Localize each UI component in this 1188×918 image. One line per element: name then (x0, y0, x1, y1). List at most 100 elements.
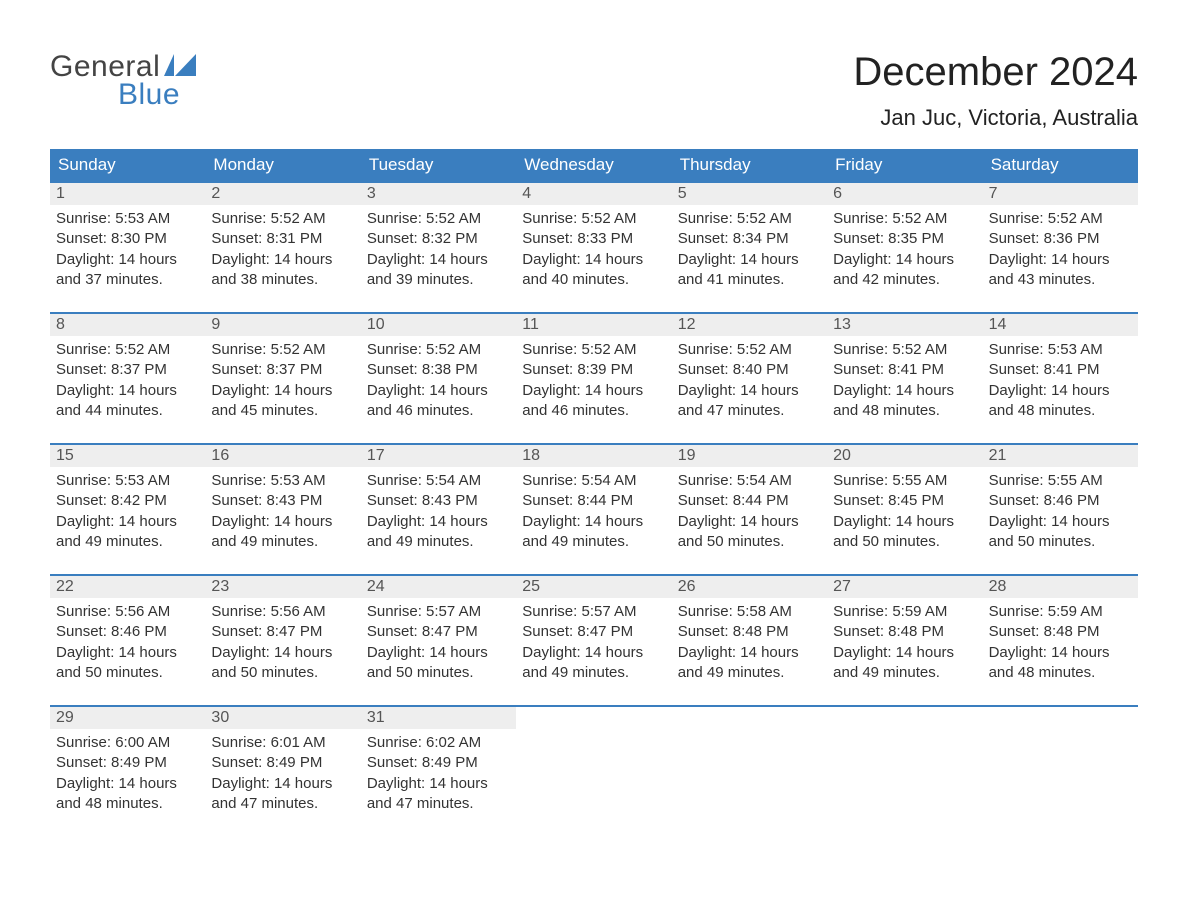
sunset-line: Sunset: 8:32 PM (367, 229, 510, 249)
sunset-line: Sunset: 8:39 PM (522, 360, 665, 380)
sunrise-line: Sunrise: 5:52 AM (522, 340, 665, 360)
day-body: Sunrise: 5:56 AMSunset: 8:47 PMDaylight:… (205, 598, 360, 683)
sunset-line: Sunset: 8:46 PM (56, 622, 199, 642)
sunset-line: Sunset: 8:49 PM (211, 753, 354, 773)
calendar-week-row: 22Sunrise: 5:56 AMSunset: 8:46 PMDayligh… (50, 574, 1138, 683)
daylight-line: Daylight: 14 hours and 50 minutes. (833, 512, 976, 553)
weekday-header-row: SundayMondayTuesdayWednesdayThursdayFrid… (50, 149, 1138, 181)
sunrise-line: Sunrise: 5:56 AM (211, 602, 354, 622)
daylight-line: Daylight: 14 hours and 43 minutes. (989, 250, 1132, 291)
calendar-day-cell: 31Sunrise: 6:02 AMSunset: 8:49 PMDayligh… (361, 707, 516, 814)
sunrise-line: Sunrise: 5:53 AM (56, 471, 199, 491)
calendar-day-cell: 8Sunrise: 5:52 AMSunset: 8:37 PMDaylight… (50, 314, 205, 421)
day-number: 30 (205, 707, 360, 729)
sunrise-line: Sunrise: 6:00 AM (56, 733, 199, 753)
day-body: Sunrise: 5:53 AMSunset: 8:30 PMDaylight:… (50, 205, 205, 290)
sunrise-line: Sunrise: 5:53 AM (56, 209, 199, 229)
sunset-line: Sunset: 8:35 PM (833, 229, 976, 249)
day-body: Sunrise: 6:01 AMSunset: 8:49 PMDaylight:… (205, 729, 360, 814)
day-body: Sunrise: 5:53 AMSunset: 8:43 PMDaylight:… (205, 467, 360, 552)
sunset-line: Sunset: 8:48 PM (833, 622, 976, 642)
daylight-line: Daylight: 14 hours and 46 minutes. (522, 381, 665, 422)
day-number: 22 (50, 576, 205, 598)
sunrise-line: Sunrise: 5:52 AM (833, 209, 976, 229)
title-block: December 2024 Jan Juc, Victoria, Austral… (853, 50, 1138, 131)
sunrise-line: Sunrise: 5:57 AM (367, 602, 510, 622)
calendar-day-cell: 11Sunrise: 5:52 AMSunset: 8:39 PMDayligh… (516, 314, 671, 421)
daylight-line: Daylight: 14 hours and 37 minutes. (56, 250, 199, 291)
day-body: Sunrise: 5:52 AMSunset: 8:36 PMDaylight:… (983, 205, 1138, 290)
calendar-day-cell: 18Sunrise: 5:54 AMSunset: 8:44 PMDayligh… (516, 445, 671, 552)
day-number: 15 (50, 445, 205, 467)
calendar-weeks: 1Sunrise: 5:53 AMSunset: 8:30 PMDaylight… (50, 181, 1138, 814)
sunset-line: Sunset: 8:42 PM (56, 491, 199, 511)
sunrise-line: Sunrise: 5:52 AM (367, 340, 510, 360)
day-body: Sunrise: 5:55 AMSunset: 8:46 PMDaylight:… (983, 467, 1138, 552)
day-body: Sunrise: 5:54 AMSunset: 8:44 PMDaylight:… (516, 467, 671, 552)
day-number: 10 (361, 314, 516, 336)
daylight-line: Daylight: 14 hours and 49 minutes. (56, 512, 199, 553)
day-body: Sunrise: 5:52 AMSunset: 8:32 PMDaylight:… (361, 205, 516, 290)
day-number: 20 (827, 445, 982, 467)
sunset-line: Sunset: 8:30 PM (56, 229, 199, 249)
day-body: Sunrise: 5:53 AMSunset: 8:42 PMDaylight:… (50, 467, 205, 552)
day-body: Sunrise: 5:52 AMSunset: 8:39 PMDaylight:… (516, 336, 671, 421)
daylight-line: Daylight: 14 hours and 39 minutes. (367, 250, 510, 291)
sunrise-line: Sunrise: 5:52 AM (211, 209, 354, 229)
weekday-header: Thursday (672, 149, 827, 181)
sunset-line: Sunset: 8:48 PM (678, 622, 821, 642)
daylight-line: Daylight: 14 hours and 42 minutes. (833, 250, 976, 291)
sunrise-line: Sunrise: 5:57 AM (522, 602, 665, 622)
sunrise-line: Sunrise: 5:55 AM (989, 471, 1132, 491)
day-number: 24 (361, 576, 516, 598)
day-body: Sunrise: 5:52 AMSunset: 8:41 PMDaylight:… (827, 336, 982, 421)
sunrise-line: Sunrise: 5:52 AM (211, 340, 354, 360)
calendar-day-cell: 25Sunrise: 5:57 AMSunset: 8:47 PMDayligh… (516, 576, 671, 683)
day-number: 2 (205, 183, 360, 205)
sunrise-line: Sunrise: 5:53 AM (989, 340, 1132, 360)
day-number: 25 (516, 576, 671, 598)
sunset-line: Sunset: 8:44 PM (678, 491, 821, 511)
calendar-day-cell (983, 707, 1138, 814)
day-number: 12 (672, 314, 827, 336)
daylight-line: Daylight: 14 hours and 48 minutes. (989, 381, 1132, 422)
logo-flag-icon (164, 54, 196, 76)
calendar-day-cell: 7Sunrise: 5:52 AMSunset: 8:36 PMDaylight… (983, 183, 1138, 290)
day-body: Sunrise: 5:55 AMSunset: 8:45 PMDaylight:… (827, 467, 982, 552)
day-body: Sunrise: 6:00 AMSunset: 8:49 PMDaylight:… (50, 729, 205, 814)
day-body: Sunrise: 5:56 AMSunset: 8:46 PMDaylight:… (50, 598, 205, 683)
daylight-line: Daylight: 14 hours and 49 minutes. (522, 512, 665, 553)
calendar-day-cell: 10Sunrise: 5:52 AMSunset: 8:38 PMDayligh… (361, 314, 516, 421)
sunrise-line: Sunrise: 5:59 AM (833, 602, 976, 622)
sunset-line: Sunset: 8:34 PM (678, 229, 821, 249)
calendar-day-cell: 17Sunrise: 5:54 AMSunset: 8:43 PMDayligh… (361, 445, 516, 552)
day-body: Sunrise: 6:02 AMSunset: 8:49 PMDaylight:… (361, 729, 516, 814)
day-number: 13 (827, 314, 982, 336)
sunset-line: Sunset: 8:38 PM (367, 360, 510, 380)
daylight-line: Daylight: 14 hours and 49 minutes. (211, 512, 354, 553)
daylight-line: Daylight: 14 hours and 49 minutes. (367, 512, 510, 553)
day-number: 17 (361, 445, 516, 467)
calendar-week-row: 15Sunrise: 5:53 AMSunset: 8:42 PMDayligh… (50, 443, 1138, 552)
day-number: 3 (361, 183, 516, 205)
day-number: 31 (361, 707, 516, 729)
daylight-line: Daylight: 14 hours and 49 minutes. (833, 643, 976, 684)
sunset-line: Sunset: 8:41 PM (989, 360, 1132, 380)
sunset-line: Sunset: 8:43 PM (367, 491, 510, 511)
sunset-line: Sunset: 8:47 PM (522, 622, 665, 642)
sunrise-line: Sunrise: 5:55 AM (833, 471, 976, 491)
weekday-header: Saturday (983, 149, 1138, 181)
calendar-week-row: 29Sunrise: 6:00 AMSunset: 8:49 PMDayligh… (50, 705, 1138, 814)
sunset-line: Sunset: 8:33 PM (522, 229, 665, 249)
day-body: Sunrise: 5:52 AMSunset: 8:35 PMDaylight:… (827, 205, 982, 290)
sunset-line: Sunset: 8:37 PM (56, 360, 199, 380)
sunset-line: Sunset: 8:31 PM (211, 229, 354, 249)
sunset-line: Sunset: 8:45 PM (833, 491, 976, 511)
sunrise-line: Sunrise: 5:52 AM (522, 209, 665, 229)
calendar-day-cell: 24Sunrise: 5:57 AMSunset: 8:47 PMDayligh… (361, 576, 516, 683)
daylight-line: Daylight: 14 hours and 40 minutes. (522, 250, 665, 291)
daylight-line: Daylight: 14 hours and 47 minutes. (367, 774, 510, 815)
logo: General Blue (50, 50, 196, 112)
day-body: Sunrise: 5:52 AMSunset: 8:33 PMDaylight:… (516, 205, 671, 290)
day-body: Sunrise: 5:52 AMSunset: 8:34 PMDaylight:… (672, 205, 827, 290)
